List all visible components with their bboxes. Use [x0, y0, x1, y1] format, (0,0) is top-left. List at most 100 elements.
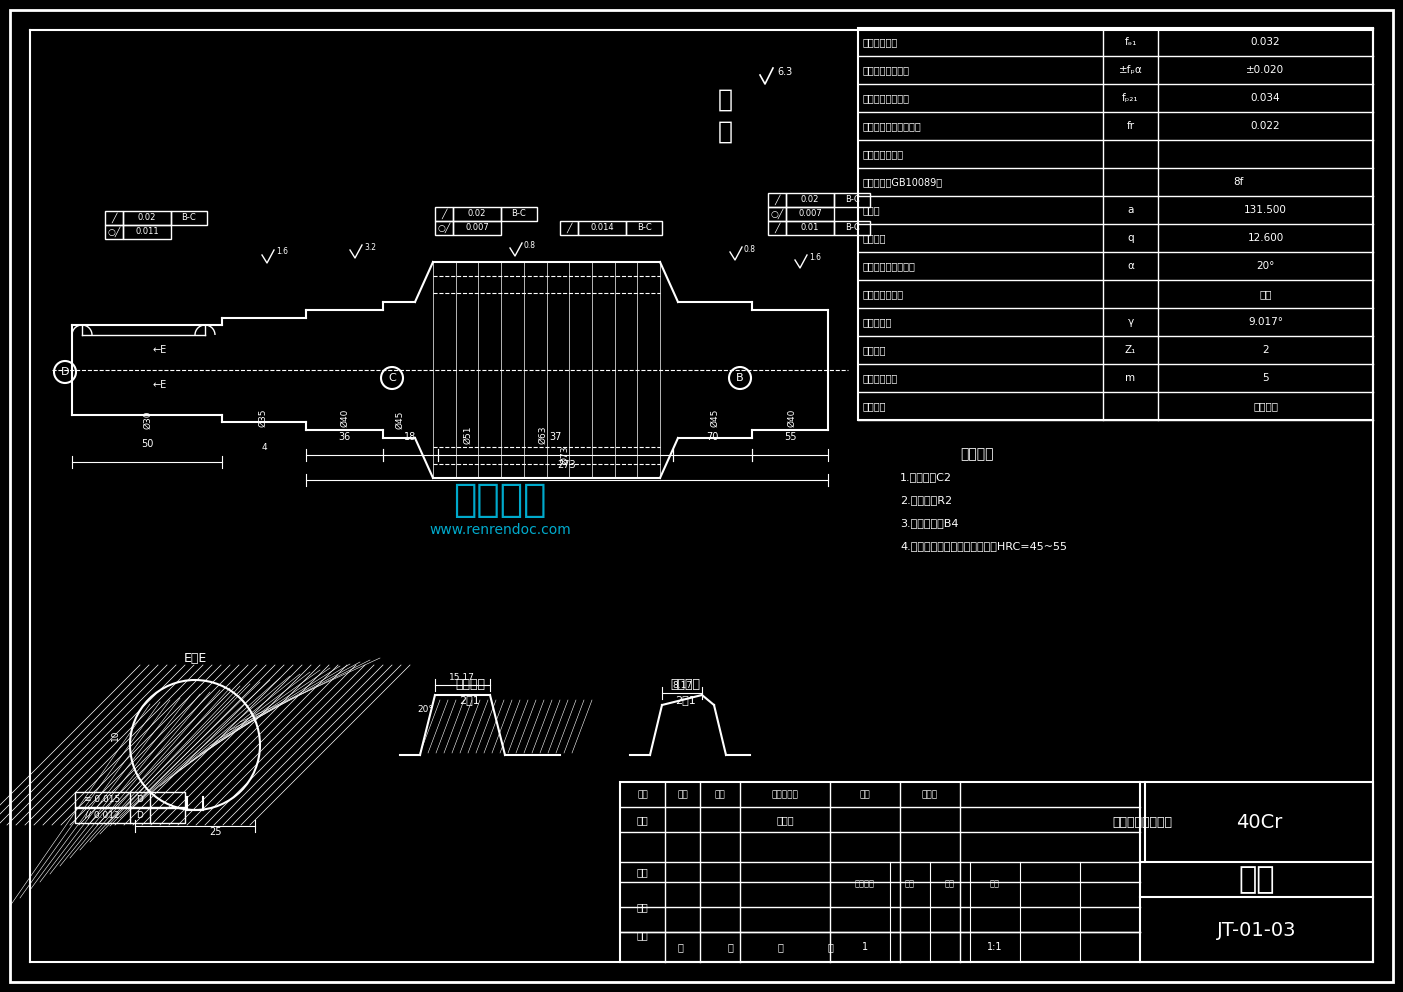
Text: 273: 273 — [557, 460, 577, 470]
Text: Ø63: Ø63 — [539, 426, 547, 444]
Text: 25: 25 — [209, 827, 222, 837]
Text: 共: 共 — [678, 942, 683, 952]
Text: ╱: ╱ — [111, 212, 116, 223]
Text: www.renrendoc.com: www.renrendoc.com — [429, 523, 571, 537]
Text: 20°: 20° — [417, 705, 434, 714]
Text: B-C: B-C — [845, 195, 860, 204]
Text: 相噜合蜃轮图号: 相噜合蜃轮图号 — [863, 149, 904, 159]
Text: 其: 其 — [717, 88, 732, 112]
Text: 1:1: 1:1 — [988, 942, 1003, 952]
Text: Ø30: Ø30 — [143, 411, 153, 430]
Bar — [833, 221, 870, 235]
Text: 审核: 审核 — [636, 867, 648, 877]
Bar — [767, 193, 786, 207]
Bar — [578, 221, 626, 235]
Text: // 0.012: // 0.012 — [84, 810, 119, 819]
Text: JT-01-03: JT-01-03 — [1216, 921, 1296, 939]
Text: 1: 1 — [861, 942, 868, 952]
Text: 阿基米德: 阿基米德 — [1253, 401, 1278, 411]
Text: 标记: 标记 — [637, 791, 648, 800]
Text: 1.6: 1.6 — [810, 253, 821, 262]
Text: 处数: 处数 — [678, 791, 687, 800]
Text: 18: 18 — [404, 432, 417, 442]
Text: 0.02: 0.02 — [801, 195, 819, 204]
Text: 0.02: 0.02 — [137, 213, 156, 222]
Text: Ø45: Ø45 — [396, 411, 404, 430]
Bar — [435, 221, 453, 235]
Text: 分区: 分区 — [714, 791, 725, 800]
Text: 余: 余 — [717, 120, 732, 144]
Text: 技术要求: 技术要求 — [960, 447, 993, 461]
Text: a: a — [1128, 205, 1134, 215]
Text: 4.整体调质，热处理后齿面硬度HRC=45~55: 4.整体调质，热处理后齿面硬度HRC=45~55 — [899, 541, 1068, 551]
Text: 2：1: 2：1 — [675, 695, 696, 705]
Text: 蜃杆齿形公差: 蜃杆齿形公差 — [863, 37, 898, 47]
Text: Ø40: Ø40 — [787, 409, 797, 428]
Text: 工艺: 工艺 — [636, 902, 648, 912]
Text: 蜃杆轴向剖面齿形角: 蜃杆轴向剖面齿形角 — [863, 261, 916, 271]
Text: ←E: ←E — [153, 380, 167, 390]
Text: m: m — [1125, 373, 1135, 383]
Text: ╱: ╱ — [442, 208, 446, 219]
Text: 10: 10 — [111, 729, 119, 741]
Text: 标准化: 标准化 — [776, 815, 794, 825]
Bar — [833, 193, 870, 207]
Text: 0.007: 0.007 — [798, 209, 822, 218]
Text: B: B — [737, 373, 744, 383]
Text: 蜃杆螺旋线方向: 蜃杆螺旋线方向 — [863, 289, 904, 299]
Text: ←E: ←E — [153, 345, 167, 355]
Bar — [501, 207, 537, 221]
Bar — [74, 792, 185, 808]
Text: ≡ 0.015: ≡ 0.015 — [84, 796, 121, 805]
Text: 12.600: 12.600 — [1247, 233, 1284, 243]
Text: 年月日: 年月日 — [922, 791, 939, 800]
Bar — [123, 211, 171, 225]
Text: E－E: E－E — [184, 652, 206, 665]
Text: 蜃杆齿槽径向跳动公差: 蜃杆齿槽径向跳动公差 — [863, 121, 922, 131]
Bar — [786, 221, 833, 235]
Text: Z₁: Z₁ — [1125, 345, 1136, 355]
Text: 中心距: 中心距 — [863, 205, 881, 215]
Text: 2: 2 — [1263, 345, 1268, 355]
Text: 5: 5 — [1263, 373, 1268, 383]
Text: fₚ₂₁: fₚ₂₁ — [1122, 93, 1139, 103]
Text: D: D — [60, 367, 69, 377]
Bar — [74, 807, 185, 823]
Text: fr: fr — [1127, 121, 1135, 131]
Text: 设计: 设计 — [636, 815, 648, 825]
Text: 2：1: 2：1 — [460, 695, 480, 705]
Bar — [453, 221, 501, 235]
Text: 蜃杆头数: 蜃杆头数 — [863, 345, 887, 355]
Text: ○╱: ○╱ — [108, 227, 121, 237]
Text: 55: 55 — [784, 432, 797, 442]
Text: 精度等级（GB10089）: 精度等级（GB10089） — [863, 177, 943, 187]
Text: 6.3: 6.3 — [777, 67, 793, 77]
Bar — [767, 207, 786, 221]
Text: Ø35: Ø35 — [258, 409, 268, 428]
Text: 131.500: 131.500 — [1244, 205, 1287, 215]
Text: 9.017°: 9.017° — [1249, 317, 1282, 327]
Text: ±fₚα: ±fₚα — [1118, 65, 1142, 75]
Bar — [105, 211, 123, 225]
Text: ±0.020: ±0.020 — [1246, 65, 1285, 75]
Bar — [453, 207, 501, 221]
Text: 37: 37 — [550, 432, 561, 442]
Text: B-C: B-C — [512, 209, 526, 218]
Text: 张: 张 — [727, 942, 732, 952]
Text: 8f: 8f — [1233, 177, 1243, 187]
Text: 轴向齿距累积公差: 轴向齿距累积公差 — [863, 93, 911, 103]
Bar — [171, 211, 208, 225]
Text: 轴向齿形: 轴向齿形 — [455, 679, 485, 691]
Text: fₔ₁: fₔ₁ — [1124, 37, 1136, 47]
Text: 蜃杆轴向模数: 蜃杆轴向模数 — [863, 373, 898, 383]
Text: 更改文件号: 更改文件号 — [772, 791, 798, 800]
Text: Ø51: Ø51 — [463, 426, 473, 444]
Text: 40Cr: 40Cr — [1236, 812, 1282, 831]
Text: 0.01: 0.01 — [801, 223, 819, 232]
Text: 右旋: 右旋 — [1260, 289, 1271, 299]
Bar — [105, 225, 123, 239]
Bar — [786, 207, 833, 221]
Bar — [626, 221, 662, 235]
Text: 蜃杆: 蜃杆 — [1239, 865, 1275, 895]
Text: 36: 36 — [338, 432, 351, 442]
